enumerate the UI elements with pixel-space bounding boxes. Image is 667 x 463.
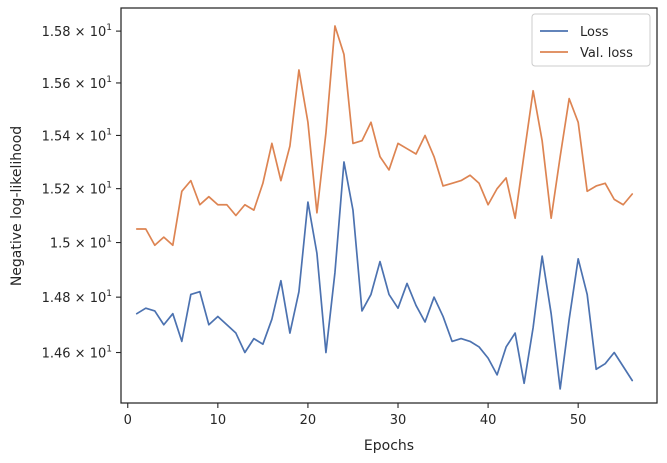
x-tick-label: 0 — [124, 413, 132, 428]
legend-box — [531, 13, 651, 67]
plot-frame — [120, 7, 658, 404]
y-axis: 1.46 × 101 1.48 × 101 1.5 × 101 1.52 × 101 1… — [42, 23, 121, 362]
x-axis-label: Epochs — [364, 438, 414, 454]
legend: Loss Val. loss — [531, 13, 651, 67]
x-axis: 0 10 20 30 40 50 — [124, 403, 587, 428]
legend-label-loss: Loss — [580, 25, 609, 40]
series-line-loss — [135, 161, 634, 390]
x-tick-label: 20 — [300, 413, 317, 428]
series-line-val-loss — [135, 25, 634, 247]
x-tick-label: 40 — [480, 413, 497, 428]
x-tick-label: 50 — [570, 413, 587, 428]
y-tick-label: 1.48 × 101 — [42, 289, 112, 306]
series-layer — [135, 25, 634, 390]
legend-label-val-loss: Val. loss — [580, 46, 633, 61]
y-tick-label: 1.5 × 101 — [50, 235, 112, 252]
y-tick-label: 1.54 × 101 — [42, 127, 112, 144]
x-tick-label: 30 — [390, 413, 407, 428]
y-tick-label: 1.58 × 101 — [42, 23, 112, 40]
x-tick-label: 10 — [210, 413, 227, 428]
y-tick-label: 1.46 × 101 — [42, 345, 112, 362]
y-tick-label: 1.56 × 101 — [42, 75, 112, 92]
y-tick-label: 1.52 × 101 — [42, 181, 112, 198]
y-axis-label: Negative log-likelihood — [9, 126, 25, 286]
